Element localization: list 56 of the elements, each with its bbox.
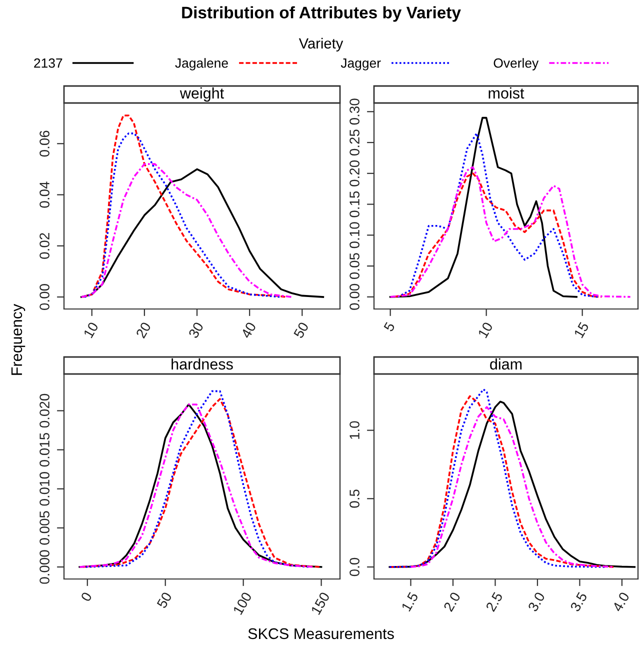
chart-title: hardness bbox=[172, 358, 233, 370]
x-axis-title: SKCS Measurements bbox=[248, 628, 394, 640]
y-tick-label: 0.30 bbox=[350, 98, 360, 125]
legend-title: Variety bbox=[298, 38, 344, 52]
y-tick-label: 0.25 bbox=[350, 130, 360, 156]
y-tick-label: 0.02 bbox=[40, 233, 50, 259]
chart-title: weight bbox=[180, 87, 224, 102]
x-tick-label: 30 bbox=[188, 321, 204, 339]
x-tick-label: 150 bbox=[310, 591, 330, 616]
y-tick-label: 0.000 bbox=[40, 550, 50, 584]
x-tick-label: 10 bbox=[478, 321, 494, 338]
y-tick-label: 0.20 bbox=[350, 160, 360, 186]
y-tick-label: 0.06 bbox=[40, 130, 50, 157]
y-tick-label: 0.0 bbox=[350, 558, 360, 576]
y-tick-label: 0.015 bbox=[40, 432, 50, 467]
y-axis-title: Frequency bbox=[11, 304, 26, 375]
y-tick-label: 0.00 bbox=[350, 284, 360, 310]
x-tick-label: 15 bbox=[574, 322, 590, 338]
y-tick-label: 0.04 bbox=[40, 182, 50, 208]
y-tick-label: 1.0 bbox=[350, 421, 360, 439]
x-tick-label: 5 bbox=[384, 322, 396, 332]
x-tick-label: 2.5 bbox=[485, 591, 503, 612]
line-series bbox=[393, 172, 602, 298]
x-tick-label: 1.5 bbox=[401, 592, 419, 612]
y-tick-label: 0.15 bbox=[350, 191, 360, 218]
chart-title: diam bbox=[490, 358, 522, 370]
line-series bbox=[389, 116, 578, 298]
x-tick-label: 3.0 bbox=[528, 591, 546, 612]
chart-title: moist bbox=[488, 87, 524, 99]
x-tick-label: 40 bbox=[240, 321, 256, 340]
line-series bbox=[80, 168, 324, 298]
legend-label: 2137 bbox=[34, 58, 62, 68]
line-series bbox=[389, 166, 632, 298]
x-tick-label: 50 bbox=[293, 321, 309, 339]
x-tick-label: 10 bbox=[83, 321, 99, 338]
legend-label: Jagger bbox=[340, 58, 381, 70]
x-tick-label: 50 bbox=[156, 591, 172, 609]
y-tick-label: 0.5 bbox=[350, 490, 360, 508]
x-tick-label: 20 bbox=[136, 321, 152, 339]
x-tick-label: 0 bbox=[80, 591, 92, 602]
y-tick-label: 0.010 bbox=[40, 472, 50, 506]
y-tick-label: 0.005 bbox=[40, 511, 50, 545]
x-tick-label: 4.0 bbox=[612, 591, 630, 612]
x-tick-label: 100 bbox=[232, 591, 252, 616]
x-tick-label: 2.0 bbox=[443, 591, 461, 612]
line-series bbox=[397, 132, 599, 298]
y-tick-label: 0.020 bbox=[40, 394, 50, 428]
x-tick-label: 3.5 bbox=[570, 591, 588, 612]
text: Distribution of Attributes by Variety bbox=[182, 6, 461, 22]
legend-label: Overley bbox=[494, 58, 539, 70]
y-tick-label: 0.00 bbox=[40, 284, 50, 310]
y-tick-label: 0.05 bbox=[350, 253, 360, 279]
y-tick-label: 0.10 bbox=[350, 222, 360, 248]
line-series bbox=[80, 163, 293, 298]
line-series bbox=[410, 406, 614, 568]
legend-label: Jagalene bbox=[175, 58, 228, 70]
